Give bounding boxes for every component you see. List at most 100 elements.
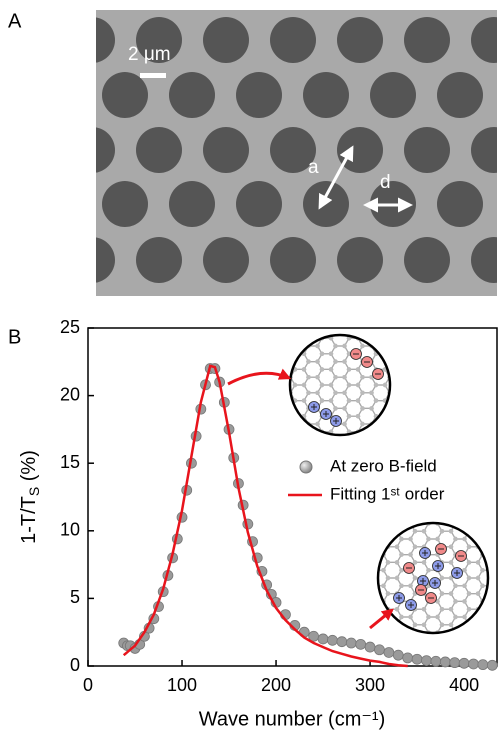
atom <box>306 500 310 504</box>
atom <box>440 685 444 689</box>
atom <box>369 297 373 301</box>
atom <box>440 701 444 705</box>
atom <box>480 490 484 494</box>
atom <box>293 352 297 356</box>
atom <box>374 305 378 309</box>
atom <box>408 646 412 650</box>
atom <box>329 398 333 402</box>
atom <box>395 529 399 533</box>
atom <box>288 469 292 473</box>
atom <box>318 584 322 588</box>
atom <box>332 669 336 673</box>
atom <box>356 476 360 480</box>
atom <box>374 383 378 387</box>
atom <box>327 443 331 447</box>
atom <box>329 320 333 324</box>
atom <box>449 482 453 486</box>
atom <box>401 383 405 387</box>
atom <box>467 498 471 502</box>
hexagon <box>277 502 295 518</box>
atom <box>383 336 387 340</box>
atom <box>422 607 426 611</box>
atom <box>368 529 372 533</box>
atom <box>428 383 432 387</box>
atom <box>450 344 454 348</box>
atom <box>248 445 252 449</box>
atom <box>386 638 390 642</box>
atom <box>494 716 498 720</box>
atom <box>275 320 279 324</box>
atom <box>356 508 360 512</box>
hexagon <box>412 299 430 315</box>
atom <box>342 515 346 519</box>
hexagon <box>384 703 402 719</box>
y-label-part: 1-T/T <box>18 496 40 544</box>
atom <box>332 451 336 455</box>
atom <box>455 352 459 356</box>
atom <box>314 451 318 455</box>
atom <box>437 430 441 434</box>
atom <box>248 476 252 480</box>
atom <box>320 320 324 324</box>
hexagon <box>478 492 496 508</box>
atom <box>440 716 444 720</box>
atom <box>395 623 399 627</box>
atom <box>252 469 256 473</box>
atom <box>386 513 390 517</box>
atom <box>234 406 238 410</box>
atom <box>435 506 439 510</box>
atom <box>354 630 358 634</box>
atom <box>347 398 351 402</box>
atom <box>234 313 238 317</box>
atom <box>383 383 387 387</box>
atom <box>266 476 270 480</box>
atom <box>408 506 412 510</box>
atom <box>450 328 454 332</box>
atom <box>302 476 306 480</box>
atom <box>408 630 412 634</box>
hole <box>136 237 182 283</box>
atom <box>489 615 493 619</box>
atom <box>239 320 243 324</box>
atom <box>369 297 373 301</box>
atom <box>354 584 358 588</box>
atom <box>423 297 427 301</box>
atom <box>440 607 444 611</box>
atom <box>275 492 279 496</box>
atom <box>288 297 292 301</box>
hexagon <box>264 338 282 354</box>
atom <box>410 305 414 309</box>
atom <box>225 391 229 395</box>
atom <box>413 560 417 564</box>
atom <box>261 375 265 379</box>
atom <box>374 320 378 324</box>
atom <box>476 576 480 580</box>
atom <box>318 615 322 619</box>
atom <box>327 693 331 697</box>
atom <box>345 568 349 572</box>
atom <box>428 508 432 512</box>
atom <box>279 469 283 473</box>
atom <box>252 469 256 473</box>
atom <box>437 445 441 449</box>
atom <box>476 467 480 471</box>
atom <box>449 498 453 502</box>
atom <box>318 552 322 556</box>
atom <box>453 646 457 650</box>
y-tick-label: 20 <box>60 384 80 404</box>
atom <box>480 475 484 479</box>
atom <box>423 344 427 348</box>
atom <box>413 701 417 705</box>
atom <box>252 406 256 410</box>
atom <box>225 469 229 473</box>
atom <box>252 328 256 332</box>
atom <box>450 406 454 410</box>
hexagon <box>330 672 348 688</box>
atom <box>455 461 459 465</box>
atom <box>395 685 399 689</box>
atom <box>318 521 322 525</box>
atom <box>453 708 457 712</box>
atom <box>332 513 336 517</box>
atom <box>414 297 418 301</box>
atom <box>428 398 432 402</box>
